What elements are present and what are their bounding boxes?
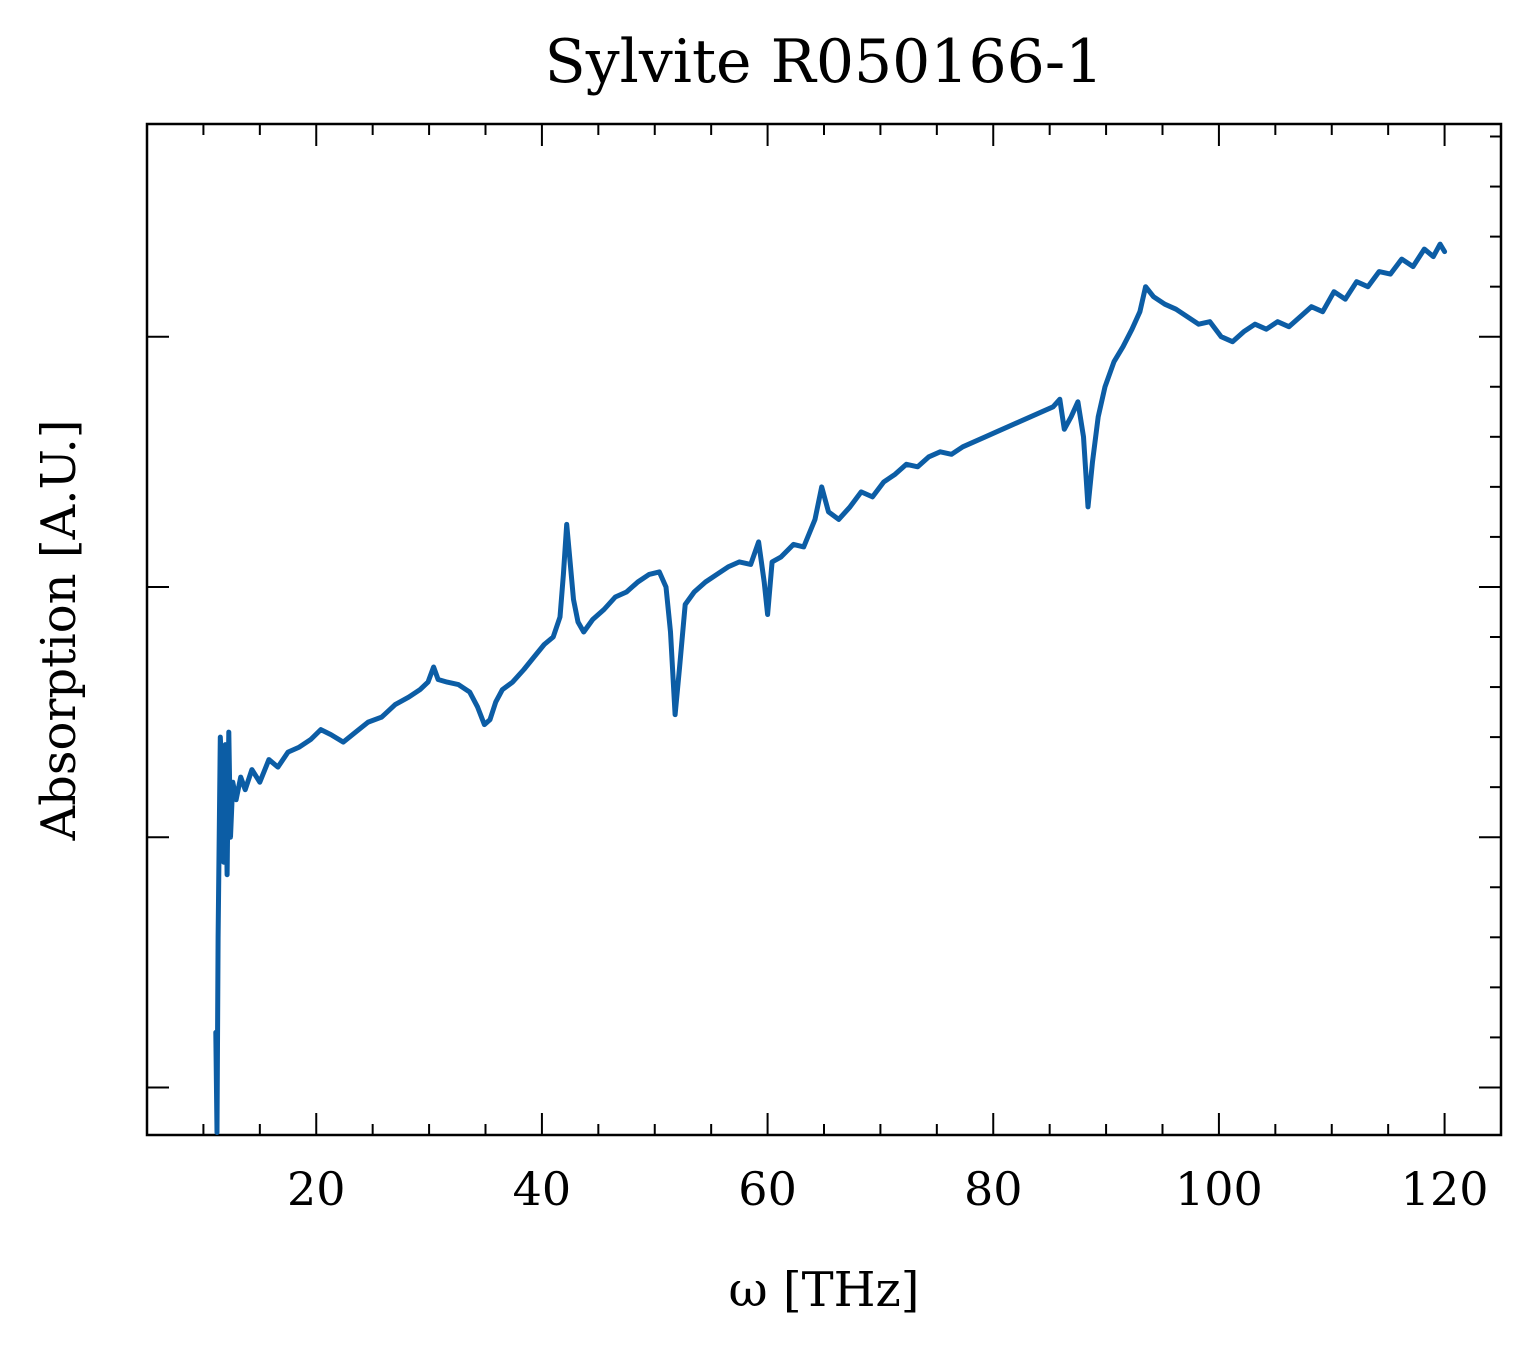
x-tick-label: 120: [1401, 1162, 1489, 1216]
x-axis-label: ω [THz]: [728, 1262, 919, 1318]
y-axis-label: Absorption [A.U.]: [31, 420, 87, 842]
x-tick-label: 100: [1175, 1162, 1263, 1216]
x-tick-label: 20: [287, 1162, 346, 1216]
plot-frame: [145, 122, 1503, 1137]
x-tick-label: 40: [513, 1162, 572, 1216]
chart-title: Sylvite R050166-1: [545, 27, 1104, 97]
x-tick-label: 60: [738, 1162, 797, 1216]
plot-area: 20 40 60 80 100 120: [145, 122, 1503, 1216]
x-tick-label: 80: [964, 1162, 1023, 1216]
series-line: [213, 241, 1448, 1135]
